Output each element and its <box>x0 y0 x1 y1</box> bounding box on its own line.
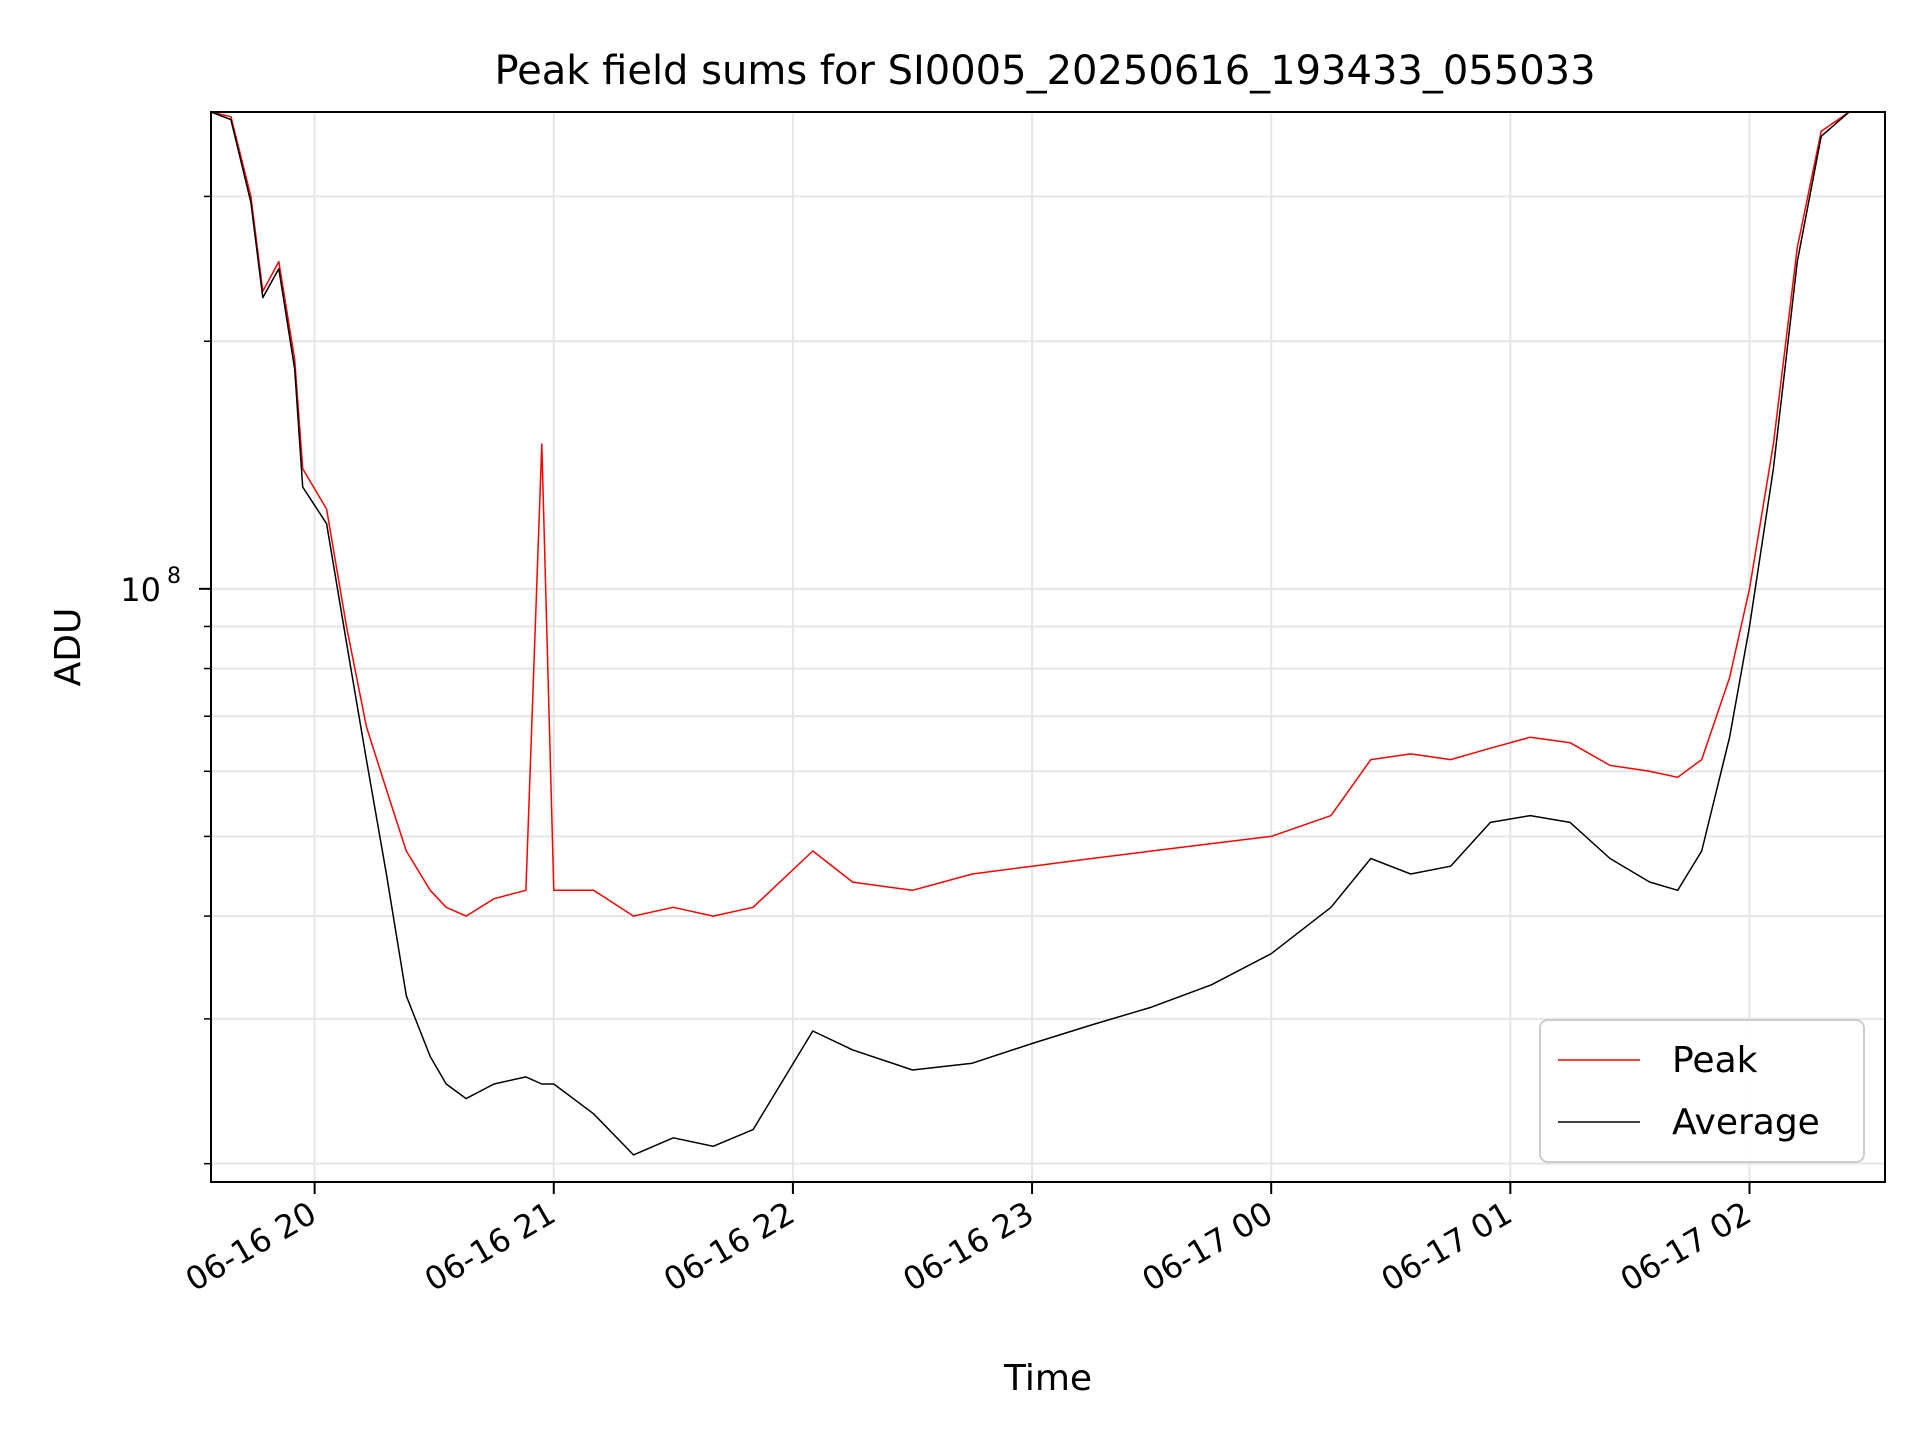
y-axis-label: ADU <box>48 608 89 687</box>
x-axis-label: Time <box>1003 1358 1092 1399</box>
legend-average-label: Average <box>1672 1102 1820 1143</box>
series-layer <box>210 111 1885 1156</box>
plot-frame <box>210 111 1886 1183</box>
legend-peak-label: Peak <box>1672 1040 1758 1081</box>
legend-box <box>1539 1019 1865 1163</box>
series-line-peak <box>210 111 1885 917</box>
y-tick-label: 10 <box>120 571 161 609</box>
chart-title: Peak field sums for SI0005_20250616_1934… <box>494 48 1595 94</box>
legend: Peak Average <box>1539 1019 1865 1163</box>
grid <box>211 112 1885 1182</box>
series-line-average <box>210 111 1885 1156</box>
y-tick-label-exponent: 8 <box>167 564 181 589</box>
